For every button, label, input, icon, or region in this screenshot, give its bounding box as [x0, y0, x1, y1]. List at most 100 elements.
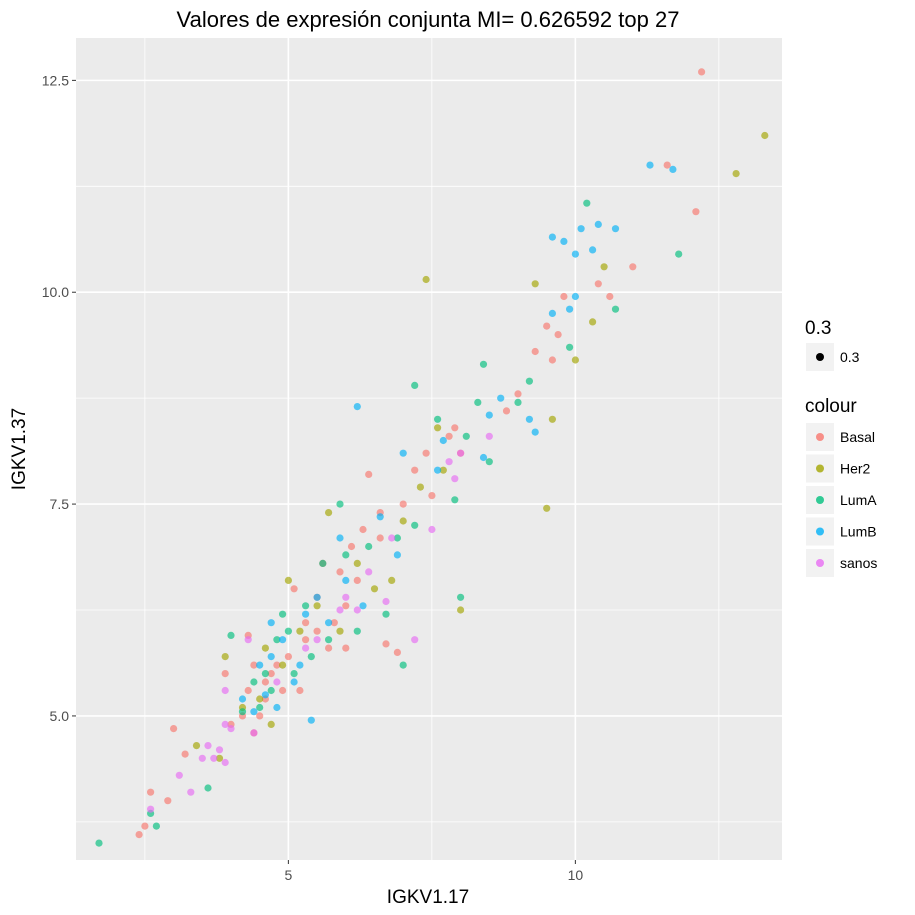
data-point: [411, 521, 419, 529]
data-point: [250, 678, 258, 686]
data-point: [267, 619, 275, 627]
data-point: [296, 627, 304, 635]
data-point: [353, 606, 361, 614]
data-point: [365, 568, 373, 576]
data-point: [434, 415, 442, 423]
data-point: [204, 742, 212, 750]
data-point: [284, 576, 292, 585]
data-point: [342, 602, 350, 610]
data-point: [382, 597, 390, 606]
data-point: [525, 415, 534, 423]
y-axis-label: IGKV1.37: [9, 408, 30, 490]
data-point: [416, 483, 424, 491]
data-point: [571, 250, 580, 258]
data-point: [313, 593, 321, 601]
data-point: [290, 585, 298, 593]
data-point: [256, 695, 264, 703]
data-point: [342, 576, 350, 585]
data-point: [669, 165, 677, 173]
data-point: [600, 263, 608, 271]
legend-label: LumA: [840, 492, 877, 508]
data-point: [256, 661, 264, 669]
data-point: [221, 670, 229, 678]
data-point: [273, 703, 281, 712]
data-point: [566, 305, 574, 313]
data-point: [302, 636, 310, 644]
data-point: [571, 292, 580, 301]
data-point: [583, 199, 591, 207]
data-point: [250, 661, 258, 669]
data-point: [307, 653, 315, 661]
data-point: [525, 377, 534, 385]
data-point: [284, 653, 292, 661]
data-point: [606, 292, 614, 301]
data-point: [365, 542, 373, 551]
data-point: [439, 466, 447, 474]
data-point: [399, 517, 407, 525]
data-point: [434, 466, 442, 474]
legend-swatch: [816, 496, 824, 504]
data-point: [399, 449, 407, 457]
data-point: [347, 542, 356, 551]
data-point: [554, 331, 562, 339]
data-point: [221, 720, 229, 729]
data-point: [279, 636, 287, 644]
data-point: [457, 606, 465, 614]
series-luma: [95, 199, 683, 847]
data-point: [256, 712, 264, 720]
data-point: [302, 619, 310, 627]
data-point: [451, 475, 459, 483]
data-point: [273, 636, 281, 644]
data-point: [497, 394, 505, 402]
data-point: [342, 593, 350, 601]
data-point: [336, 606, 344, 614]
data-point: [571, 356, 580, 364]
data-point: [353, 559, 361, 568]
data-point: [370, 585, 379, 593]
data-point: [611, 225, 620, 233]
data-point: [313, 602, 321, 610]
data-point: [95, 839, 103, 847]
x-tick-label: 10: [568, 867, 584, 883]
data-point: [577, 225, 585, 233]
data-point: [296, 686, 304, 695]
data-point: [698, 68, 706, 76]
data-point: [457, 449, 465, 457]
data-point: [279, 686, 287, 695]
data-point: [445, 458, 453, 466]
legend-entries: Basal Her2 LumA LumB sanos: [806, 423, 877, 577]
data-point: [147, 788, 155, 796]
legend-label: Basal: [840, 429, 875, 445]
legend-swatch: [816, 527, 824, 536]
data-point: [313, 627, 321, 635]
data-point: [296, 661, 304, 669]
data-point: [646, 161, 654, 169]
data-point: [192, 742, 201, 750]
data-point: [382, 610, 390, 618]
y-tick-label: 5.0: [50, 708, 70, 724]
data-point: [560, 237, 568, 245]
data-point: [221, 653, 229, 661]
y-tick-label: 12.5: [42, 72, 69, 88]
data-point: [376, 513, 384, 521]
legend-alpha-title: 0.3: [805, 318, 831, 339]
data-point: [336, 534, 344, 542]
series-lumb: [238, 161, 677, 724]
data-point: [479, 360, 488, 368]
data-point: [204, 784, 212, 792]
data-point: [181, 750, 189, 758]
data-point: [399, 500, 407, 508]
data-point: [336, 568, 344, 576]
data-point: [589, 246, 597, 254]
data-point: [267, 686, 275, 695]
data-point: [342, 644, 350, 652]
points-layer: [95, 68, 769, 847]
data-point: [221, 686, 229, 695]
data-point: [215, 746, 224, 754]
data-point: [411, 636, 419, 644]
data-point: [336, 500, 344, 508]
data-point: [359, 602, 367, 610]
data-point: [164, 797, 172, 805]
data-point: [514, 390, 522, 398]
